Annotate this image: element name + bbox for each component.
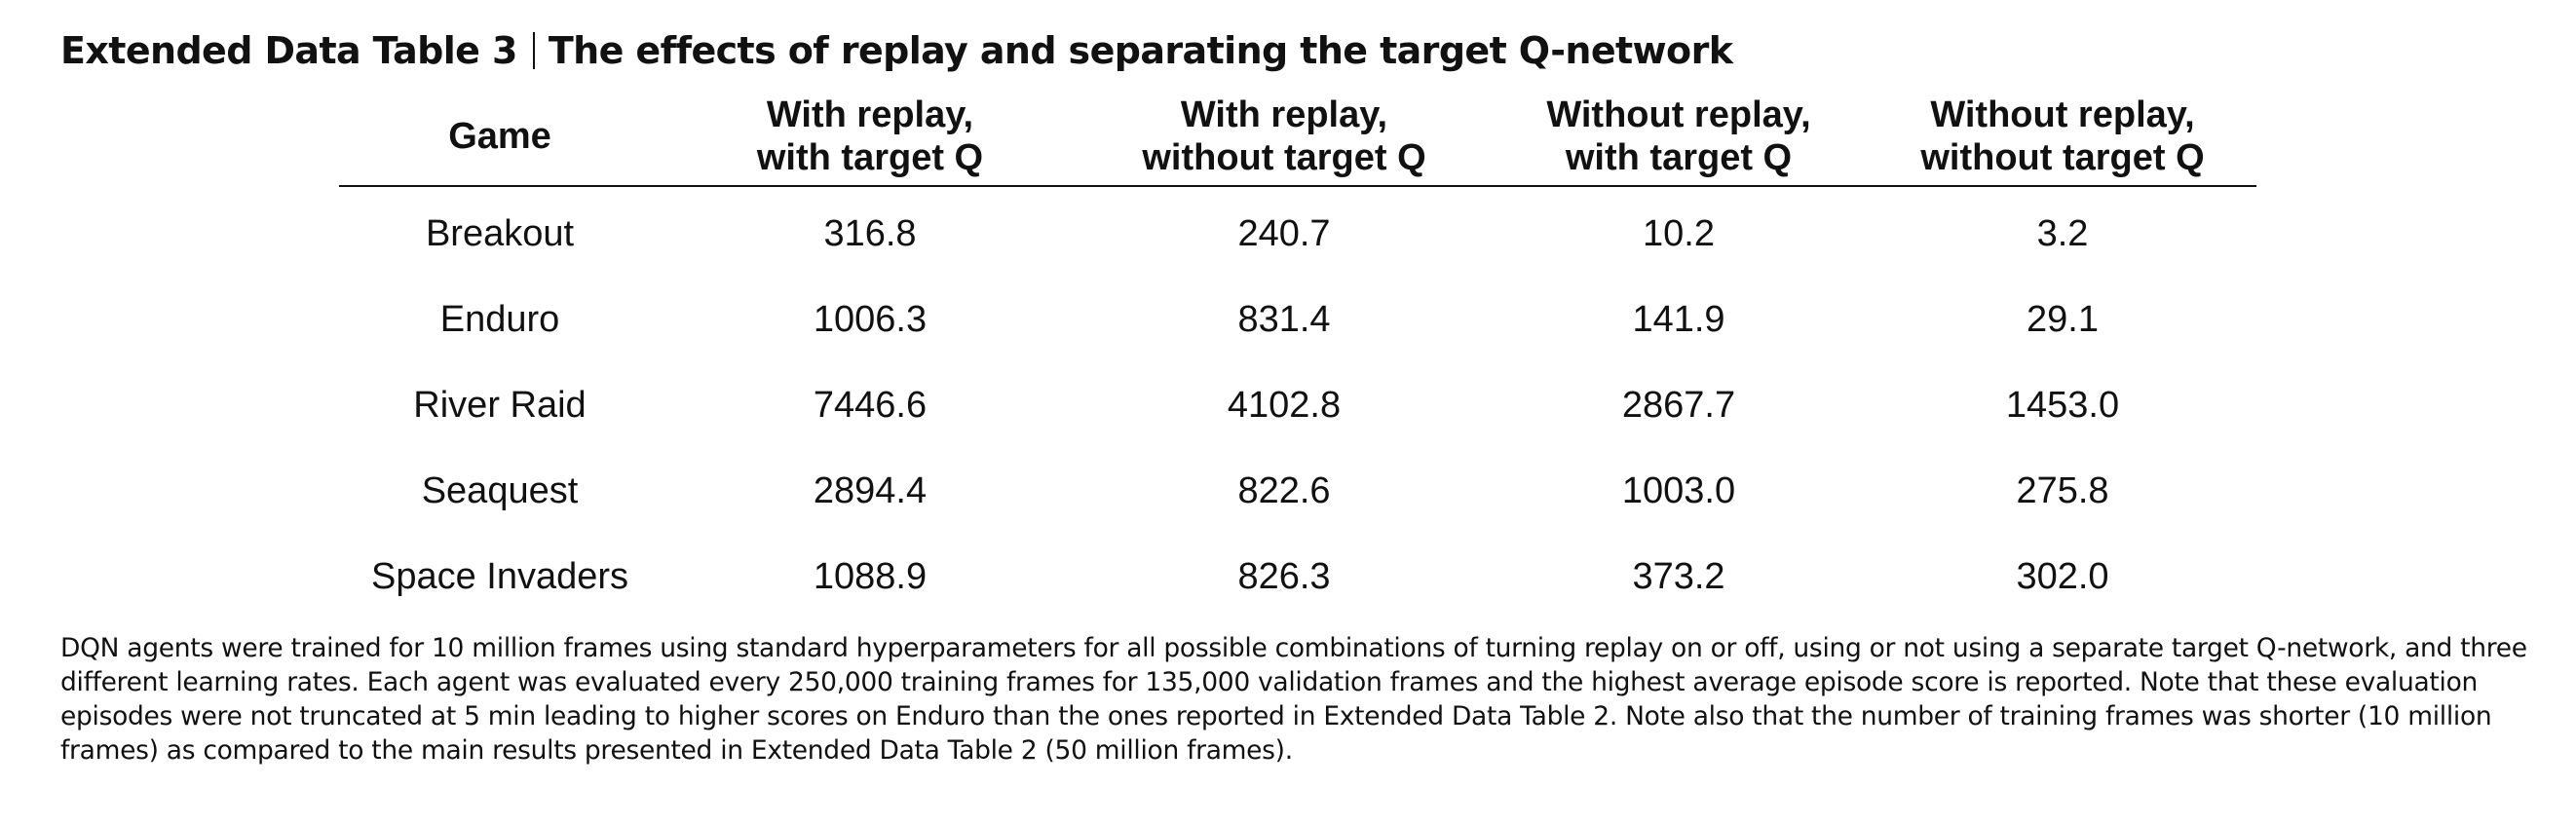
header-line: Without replay,	[1546, 94, 1811, 135]
cell-score: 240.7	[1237, 212, 1331, 254]
table-row: Seaquest 2894.4 822.6 1003.0 275.8	[339, 448, 2256, 534]
cell-game: Enduro	[439, 298, 560, 340]
cell-score: 275.8	[2016, 469, 2109, 511]
header-line: With replay,	[766, 94, 974, 135]
table-row: Enduro 1006.3 831.4 141.9 29.1	[339, 277, 2256, 362]
cell-score: 7446.6	[813, 384, 928, 426]
cell-score: 10.2	[1643, 212, 1715, 254]
cell-game: Space Invaders	[370, 555, 629, 597]
header-row: Game With replay, with target Q With repl…	[339, 92, 2256, 187]
cell-score: 831.4	[1237, 298, 1331, 340]
cell-score: 373.2	[1632, 555, 1725, 597]
table-body: Breakout 316.8 240.7 10.2 3.2 Enduro 100…	[339, 186, 2256, 619]
cell-score: 1003.0	[1621, 469, 1736, 511]
header-line: with target Q	[1565, 137, 1793, 178]
cell-score: 141.9	[1632, 298, 1725, 340]
cell-score: 2894.4	[813, 469, 928, 511]
cell-game: River Raid	[413, 384, 587, 426]
table-label: Extended Data Table 3	[60, 29, 517, 72]
header-without-replay-with-target: Without replay, with target Q	[1489, 92, 1869, 187]
cell-score: 29.1	[2027, 298, 2099, 340]
cell-score: 1453.0	[2005, 384, 2120, 426]
cell-score: 316.8	[823, 212, 917, 254]
table-row: Breakout 316.8 240.7 10.2 3.2	[339, 186, 2256, 277]
header-with-replay-without-target: With replay, without target Q	[1080, 92, 1489, 187]
cell-score: 822.6	[1237, 469, 1331, 511]
table-header: Game With replay, with target Q With repl…	[339, 92, 2256, 187]
table-caption: Extended Data Table 3 The effects of repl…	[60, 29, 1733, 72]
cell-score: 826.3	[1237, 555, 1331, 597]
header-game-text: Game	[448, 116, 551, 157]
cell-score: 3.2	[2036, 212, 2089, 254]
header-line: without target Q	[1920, 137, 2205, 178]
caption-separator	[532, 32, 535, 69]
cell-game: Seaquest	[421, 469, 579, 511]
header-without-replay-without-target: Without replay, without target Q	[1869, 92, 2256, 187]
header-with-replay-with-target: With replay, with target Q	[661, 92, 1080, 187]
table-footnote: DQN agents were trained for 10 million f…	[60, 633, 2527, 766]
table-row: Space Invaders 1088.9 826.3 373.2 302.0	[339, 534, 2256, 619]
table-row: River Raid 7446.6 4102.8 2867.7 1453.0	[339, 362, 2256, 448]
cell-score: 1006.3	[813, 298, 928, 340]
cell-score: 1088.9	[813, 555, 928, 597]
results-table: Game With replay, with target Q With repl…	[339, 92, 2256, 619]
cell-score: 2867.7	[1621, 384, 1736, 426]
header-line: With replay,	[1180, 94, 1388, 135]
cell-score: 302.0	[2016, 555, 2109, 597]
table-title: The effects of replay and separating the…	[548, 29, 1733, 72]
header-line: with target Q	[756, 137, 984, 178]
header-line: without target Q	[1142, 137, 1426, 178]
cell-game: Breakout	[425, 212, 575, 254]
header-line: Without replay,	[1930, 94, 2195, 135]
header-game: Game	[339, 92, 661, 187]
cell-score: 4102.8	[1227, 384, 1342, 426]
